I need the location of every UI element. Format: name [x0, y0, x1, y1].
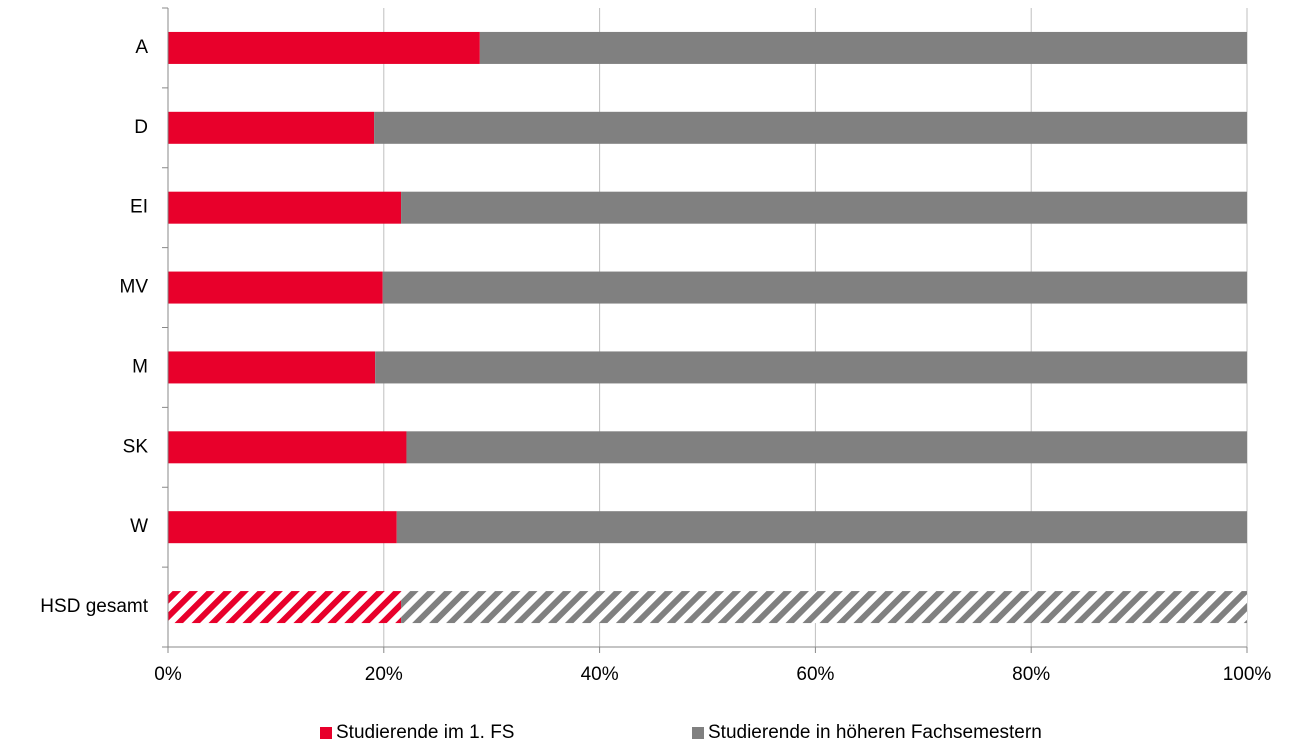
legend-label: Studierende in höheren Fachsemestern [708, 722, 1042, 743]
bar-segment [168, 191, 402, 224]
bar-segment [168, 511, 397, 544]
y-tick-label: SK [123, 436, 149, 457]
bar-segment [168, 431, 407, 464]
y-tick-label: W [130, 516, 148, 537]
y-tick-label: EI [130, 197, 148, 218]
bar-segment [168, 591, 402, 624]
bar-segment [382, 271, 1247, 304]
x-tick-label: 40% [581, 664, 619, 685]
y-tick-label: MV [120, 277, 149, 298]
legend-label: Studierende im 1. FS [336, 722, 514, 743]
bar-segment [401, 591, 1248, 624]
legend-swatch [320, 727, 332, 739]
x-tick-label: 20% [365, 664, 403, 685]
bar-segment [168, 351, 376, 384]
x-tick-label: 80% [1012, 664, 1050, 685]
x-tick-label: 100% [1223, 664, 1272, 685]
y-tick-label: A [135, 37, 148, 58]
legend-swatch [692, 727, 704, 739]
bar-segment [168, 271, 383, 304]
bar-segment [168, 31, 480, 64]
bar-segment [396, 511, 1247, 544]
bar-segment [401, 191, 1248, 224]
y-tick-label: D [134, 117, 148, 138]
x-tick-label: 0% [154, 664, 182, 685]
y-tick-label: HSD gesamt [40, 596, 148, 617]
bar-segment [375, 351, 1248, 384]
x-tick-label: 60% [796, 664, 834, 685]
bar-segment [374, 111, 1247, 144]
bar-segment [479, 31, 1247, 64]
bar-segment [406, 431, 1248, 464]
y-tick-label: M [132, 356, 148, 377]
bar-segment [168, 111, 375, 144]
